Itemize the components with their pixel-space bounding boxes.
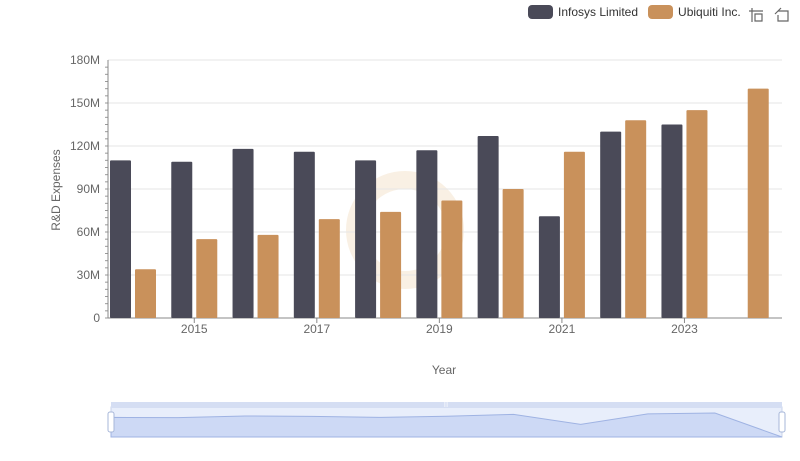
x-axis-title: Year <box>432 363 456 377</box>
y-tick-label: 30M <box>77 268 100 282</box>
zoom-slider-overview-area <box>110 412 783 438</box>
zoom-select-icon[interactable] <box>748 7 764 23</box>
y-tick-label: 60M <box>77 225 100 239</box>
bar-ubiquiti-2018[interactable] <box>380 211 402 318</box>
zoom-reset-icon[interactable] <box>774 7 790 23</box>
y-tick-label: 90M <box>77 182 100 196</box>
bar-ubiquiti-2014[interactable] <box>135 269 156 318</box>
bar-ubiquiti-2021[interactable] <box>563 151 585 318</box>
bar-ubiquiti-2015[interactable] <box>196 239 218 318</box>
legend-item-ubiquiti[interactable]: Ubiquiti Inc. <box>648 5 741 19</box>
legend: Infosys Limited Ubiquiti Inc. <box>528 5 751 19</box>
x-tick-label: 2019 <box>426 322 453 336</box>
x-tick-label: 2015 <box>181 322 208 336</box>
y-tick-label: 120M <box>70 139 100 153</box>
legend-item-infosys[interactable]: Infosys Limited <box>528 5 638 19</box>
bar-ubiquiti-2022[interactable] <box>625 120 647 318</box>
y-tick-label: 180M <box>70 53 100 67</box>
legend-swatch-infosys <box>528 5 553 19</box>
bar-ubiquiti-2016[interactable] <box>257 234 279 318</box>
bar-infosys-2017[interactable] <box>293 151 315 318</box>
zoom-slider-grip: ||| <box>444 402 448 408</box>
x-tick-label: 2023 <box>671 322 698 336</box>
y-tick-label: 0 <box>93 311 100 325</box>
bar-infosys-2020[interactable] <box>477 135 499 318</box>
bar-ubiquiti-2017[interactable] <box>318 219 340 318</box>
y-axis-title: R&D Expenses <box>49 149 63 230</box>
bar-infosys-2015[interactable] <box>171 161 193 318</box>
legend-label-infosys: Infosys Limited <box>558 5 639 19</box>
bar-ubiquiti-2023[interactable] <box>686 110 708 319</box>
bar-ubiquiti-2024[interactable] <box>747 88 769 319</box>
bar-infosys-2014[interactable] <box>110 160 131 318</box>
y-tick-label: 150M <box>70 96 100 110</box>
bar-infosys-2022[interactable] <box>600 131 622 318</box>
legend-label-ubiquiti: Ubiquiti Inc. <box>678 5 741 19</box>
legend-swatch-ubiquiti <box>648 5 674 19</box>
zoom-slider-left-handle[interactable] <box>107 411 115 433</box>
bar-infosys-2016[interactable] <box>232 148 254 318</box>
bar-ubiquiti-2019[interactable] <box>441 200 463 318</box>
bar-infosys-2018[interactable] <box>355 160 377 318</box>
bar-infosys-2019[interactable] <box>416 150 438 318</box>
x-tick-label: 2021 <box>549 322 576 336</box>
x-tick-label: 2017 <box>303 322 330 336</box>
zoom-slider-right-handle[interactable] <box>778 411 786 433</box>
zoom-slider-handle-bar[interactable] <box>111 402 782 408</box>
bar-infosys-2023[interactable] <box>661 124 683 319</box>
bar-infosys-2021[interactable] <box>538 216 560 318</box>
bar-ubiquiti-2020[interactable] <box>502 189 524 318</box>
